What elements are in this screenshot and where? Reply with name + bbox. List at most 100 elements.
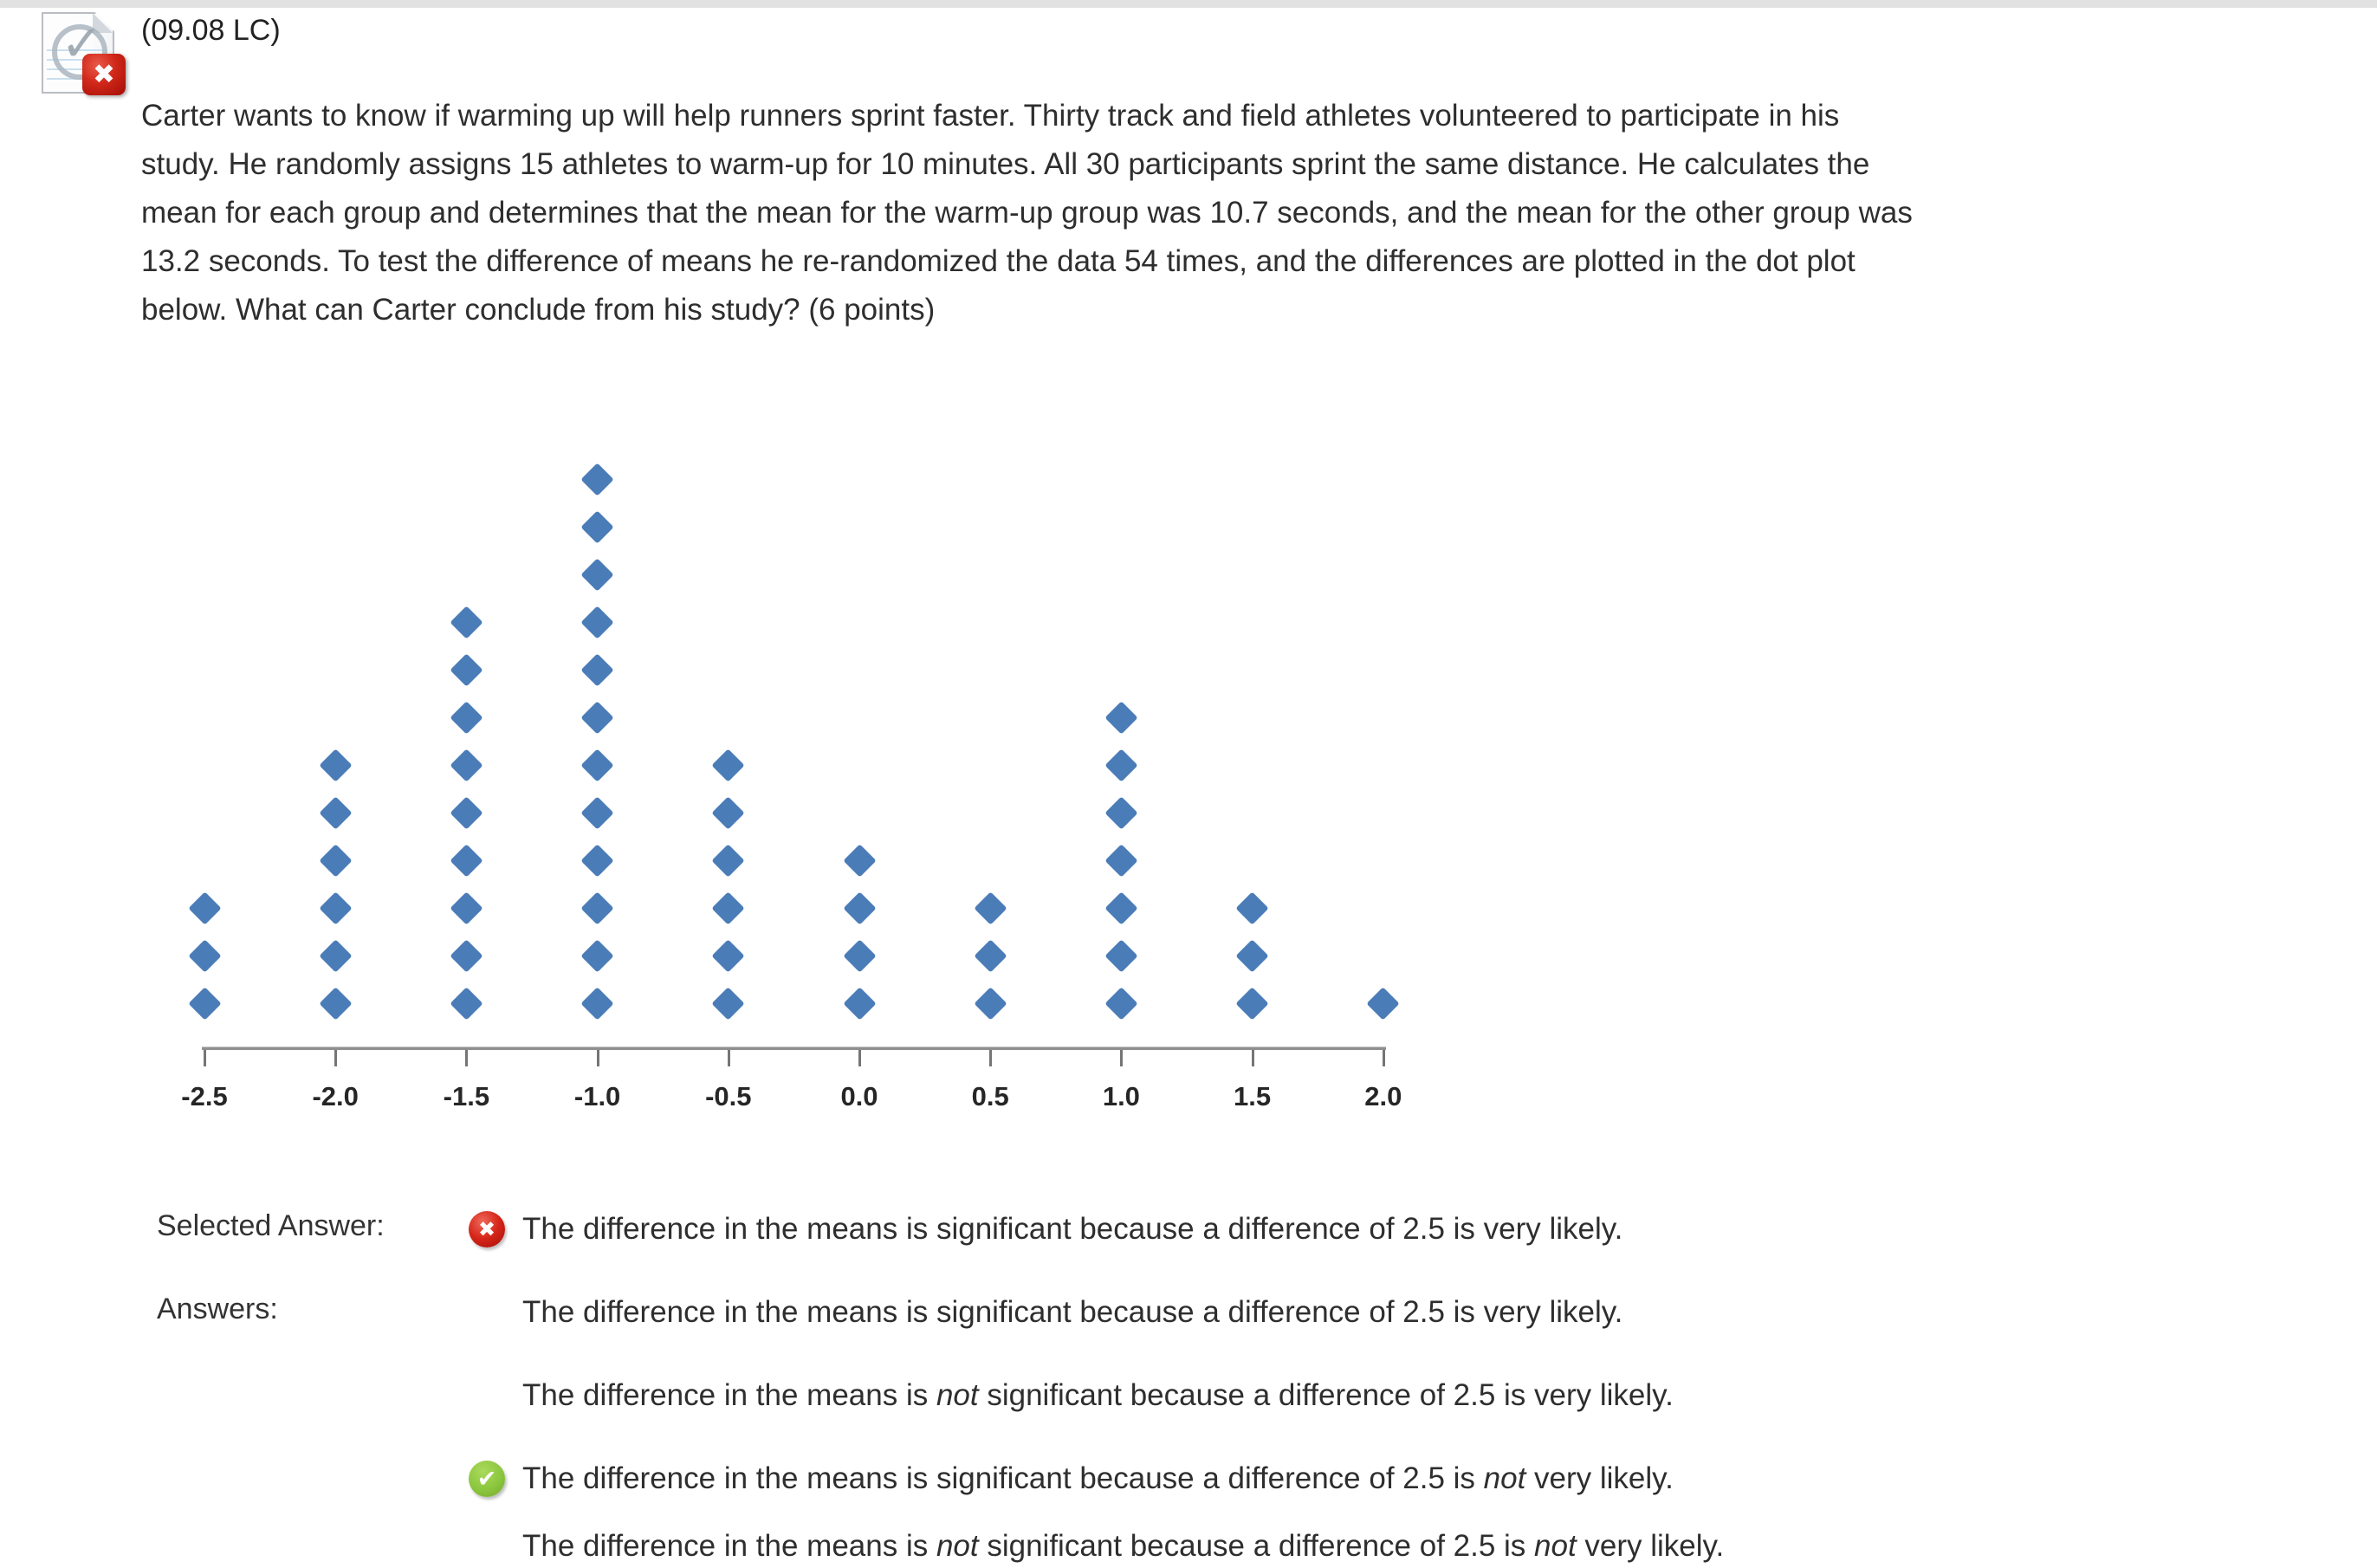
check-stamp-circle-icon bbox=[52, 24, 107, 80]
x-axis-tick bbox=[989, 1048, 993, 1066]
dotplot-diamond-marker bbox=[842, 986, 877, 1020]
dotplot-diamond-marker bbox=[580, 986, 614, 1020]
answer-option-icon-slot: ✔ bbox=[469, 1459, 522, 1497]
dotplot-diamond-marker bbox=[1104, 795, 1138, 830]
x-axis-tick-label: -1.5 bbox=[443, 1081, 490, 1111]
dotplot-diamond-marker bbox=[319, 986, 353, 1020]
dotplot-diamond-marker bbox=[842, 843, 877, 878]
dotplot-diamond-marker bbox=[580, 462, 614, 496]
dotplot-diamond-marker bbox=[580, 795, 614, 830]
x-axis-tick-label: 0.0 bbox=[840, 1081, 878, 1111]
x-axis-tick bbox=[1382, 1048, 1385, 1066]
dotplot-diamond-marker bbox=[711, 795, 745, 830]
x-axis-tick bbox=[334, 1048, 338, 1066]
dotplot-diamond-marker bbox=[450, 938, 483, 973]
answer-option-text: The difference in the means is significa… bbox=[522, 1295, 1623, 1329]
dotplot-diamond-marker bbox=[580, 938, 614, 973]
dotplot-diamond-marker bbox=[580, 748, 614, 782]
answer-option-icon-slot bbox=[469, 1526, 522, 1528]
dotplot-diamond-marker bbox=[187, 938, 222, 973]
dotplot-diamond-marker bbox=[842, 938, 877, 973]
selected-answer-row: Selected Answer: ✖ The difference in the… bbox=[157, 1209, 1622, 1249]
dotplot-diamond-marker bbox=[1104, 748, 1138, 782]
dotplot-diamond-marker bbox=[580, 605, 614, 639]
dotplot-diamond-marker bbox=[450, 748, 483, 782]
dotplot-diamond-marker bbox=[711, 843, 745, 878]
dotplot-diamond-marker bbox=[1235, 938, 1269, 973]
x-axis-tick-label: 1.0 bbox=[1102, 1081, 1140, 1111]
x-axis-tick bbox=[727, 1048, 730, 1066]
answer-option-row: Answers: The difference in the means is s… bbox=[157, 1293, 1622, 1332]
incorrect-icon: ✖ bbox=[469, 1211, 505, 1247]
dotplot-diamond-marker bbox=[580, 843, 614, 878]
dotplot-diamond-marker bbox=[974, 891, 1007, 925]
dotplot-diamond-marker bbox=[842, 891, 877, 925]
dotplot-diamond-marker bbox=[580, 652, 614, 687]
dotplot-diamond-marker bbox=[450, 652, 483, 687]
selected-answer-text: The difference in the means is significa… bbox=[522, 1212, 1623, 1246]
x-axis-tick bbox=[1120, 1048, 1124, 1066]
dotplot-diamond-marker bbox=[187, 891, 222, 925]
answer-option-icon-slot bbox=[469, 1376, 522, 1377]
top-divider bbox=[0, 0, 2377, 8]
dotplot-diamond-marker bbox=[1235, 986, 1269, 1020]
dotplot-diamond-marker bbox=[450, 795, 483, 830]
dotplot-diamond-marker bbox=[1104, 700, 1138, 735]
dotplot-diamond-marker bbox=[580, 891, 614, 925]
dotplot-diamond-marker bbox=[1104, 891, 1138, 925]
x-axis-tick-label: 2.0 bbox=[1364, 1081, 1402, 1111]
dotplot-diamond-marker bbox=[450, 700, 483, 735]
dotplot-diamond-marker bbox=[1104, 843, 1138, 878]
answer-option-row: The difference in the means is not signi… bbox=[157, 1376, 1674, 1416]
x-axis-tick bbox=[596, 1048, 599, 1066]
x-axis-tick-label: -2.0 bbox=[312, 1081, 359, 1111]
dotplot-diamond-marker bbox=[319, 891, 353, 925]
answer-option-row: ✔ The difference in the means is signific… bbox=[157, 1459, 1674, 1499]
dotplot-diamond-marker bbox=[711, 748, 745, 782]
dotplot-diamond-marker bbox=[711, 938, 745, 973]
selected-answer-icon-slot: ✖ bbox=[469, 1209, 522, 1247]
x-axis-tick-label: 0.5 bbox=[971, 1081, 1009, 1111]
dotplot-diamond-marker bbox=[1366, 986, 1400, 1020]
dot-plot: -2.5 -2.0 -1.5 -1.0 -0.5 0.0 0.5 1.0 1.5 2.0 bbox=[0, 0, 1516, 1161]
dotplot-diamond-marker bbox=[711, 986, 745, 1020]
dotplot-diamond-marker bbox=[580, 509, 614, 544]
x-axis-tick bbox=[204, 1048, 206, 1066]
dotplot-diamond-marker bbox=[450, 891, 483, 925]
x-axis-tick-label: -2.5 bbox=[181, 1081, 228, 1111]
question-text: Carter wants to know if warming up will … bbox=[141, 99, 1913, 327]
dotplot-diamond-marker bbox=[450, 986, 483, 1020]
answer-option-row: The difference in the means is not signi… bbox=[157, 1526, 1724, 1566]
answer-option-text: The difference in the means is not signi… bbox=[522, 1529, 1725, 1563]
dotplot-diamond-marker bbox=[974, 986, 1007, 1020]
dotplot-diamond-marker bbox=[580, 557, 614, 592]
x-axis-tick-label: -1.0 bbox=[573, 1081, 621, 1111]
x-axis-line bbox=[202, 1046, 1386, 1050]
dotplot-diamond-marker bbox=[711, 891, 745, 925]
x-axis-tick bbox=[465, 1048, 469, 1066]
dotplot-diamond-marker bbox=[1104, 986, 1138, 1020]
dotplot-diamond-marker bbox=[450, 605, 483, 639]
dotplot-diamond-marker bbox=[187, 986, 222, 1020]
dotplot-diamond-marker bbox=[450, 843, 483, 878]
dotplot-diamond-marker bbox=[319, 748, 353, 782]
answer-option-text: The difference in the means is significa… bbox=[522, 1461, 1674, 1495]
x-axis-tick bbox=[858, 1048, 861, 1066]
x-axis-tick bbox=[1251, 1048, 1254, 1066]
question-code: (09.08 LC) bbox=[141, 14, 281, 47]
incorrect-x-badge-icon: ✖ bbox=[82, 54, 126, 95]
dotplot-diamond-marker bbox=[580, 700, 614, 735]
x-axis-tick-label: 1.5 bbox=[1234, 1081, 1272, 1111]
x-axis-tick-label: -0.5 bbox=[705, 1081, 752, 1111]
dotplot-diamond-marker bbox=[974, 938, 1007, 973]
answer-option-text: The difference in the means is not signi… bbox=[522, 1378, 1674, 1412]
dotplot-diamond-marker bbox=[319, 938, 353, 973]
correct-icon: ✔ bbox=[469, 1461, 505, 1497]
dotplot-diamond-marker bbox=[319, 795, 353, 830]
dotplot-diamond-marker bbox=[319, 843, 353, 878]
answers-label: Answers: bbox=[157, 1293, 278, 1325]
dotplot-diamond-marker bbox=[1104, 938, 1138, 973]
dotplot-diamond-marker bbox=[1235, 891, 1269, 925]
answer-option-icon-slot bbox=[469, 1293, 522, 1294]
